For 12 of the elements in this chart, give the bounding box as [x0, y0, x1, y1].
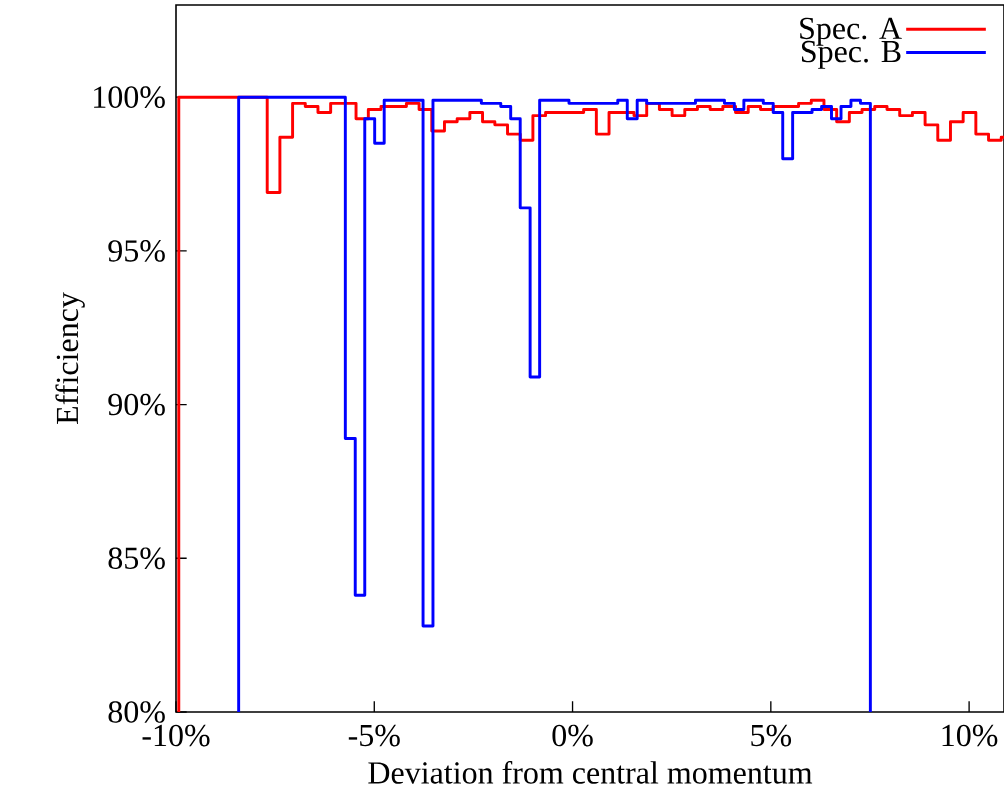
y-tick-label: 80% [108, 701, 165, 723]
y-axis-title: Efficiency [55, 292, 85, 424]
x-tick-label: 0% [552, 724, 593, 747]
y-tick-label: 90% [108, 393, 165, 416]
y-tick-label: 95% [108, 240, 165, 262]
x-axis-title: Deviation from central momentum [368, 760, 813, 784]
x-tick-label: 10% [942, 724, 998, 747]
y-tick-label: 100% [94, 86, 165, 109]
x-tick-label: 5% [751, 724, 792, 747]
x-tick-label: -10% [142, 724, 210, 747]
x-tick-label: -5% [348, 724, 400, 747]
y-tick-label: 85% [108, 547, 165, 570]
